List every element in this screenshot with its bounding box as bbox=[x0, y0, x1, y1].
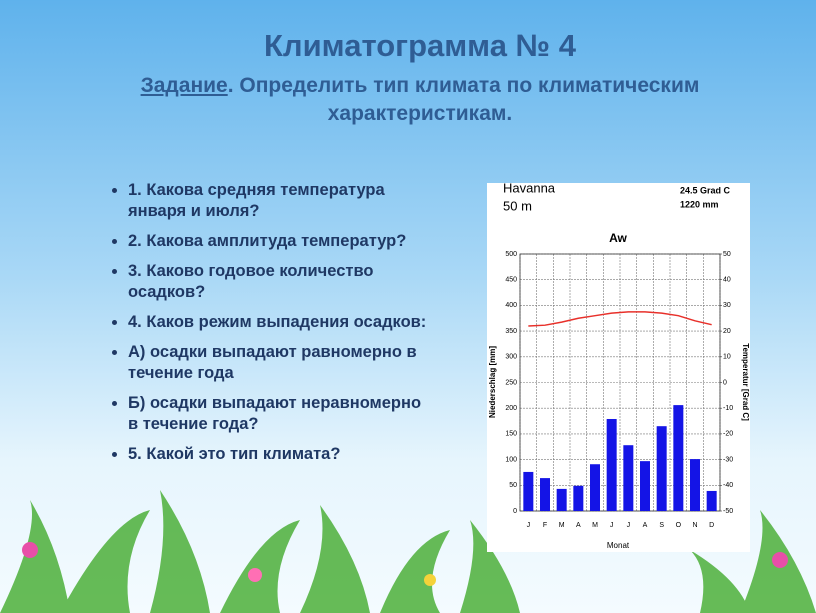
x-tick-label: J bbox=[627, 522, 631, 529]
climatogram: Havanna 50 m 24.5 Grad C 1220 mm Aw Mona… bbox=[487, 183, 750, 552]
mean-temperature: 24.5 Grad C bbox=[680, 185, 731, 195]
precipitation-bar bbox=[623, 445, 634, 511]
precipitation-bar bbox=[690, 459, 700, 511]
x-tick-label: M bbox=[559, 522, 565, 529]
x-tick-label: N bbox=[692, 522, 697, 529]
x-tick-label: A bbox=[576, 522, 581, 529]
y2-tick-label: -10 bbox=[723, 405, 733, 412]
y-tick-label: 100 bbox=[505, 456, 517, 463]
y-tick-label: 150 bbox=[505, 431, 517, 438]
question: А) осадки выпадают равномерно в течение … bbox=[128, 342, 428, 384]
x-tick-label: F bbox=[543, 522, 547, 529]
x-tick-label: J bbox=[527, 522, 531, 529]
precipitation-bar bbox=[540, 478, 550, 511]
y-axis-label: Niederschlag [mm] bbox=[488, 346, 497, 418]
x-tick-label: O bbox=[676, 522, 682, 529]
task-text: . Определить тип климата по климатически… bbox=[227, 74, 700, 125]
y-tick-label: 50 bbox=[509, 482, 517, 489]
precipitation-bar bbox=[640, 461, 650, 511]
precipitation-bar bbox=[706, 490, 717, 511]
question-list: 1. Какова средняя температура января и и… bbox=[108, 180, 428, 474]
y-tick-label: 450 bbox=[505, 277, 517, 284]
task: Задание. Определить тип климата по клима… bbox=[60, 72, 780, 128]
flower bbox=[772, 552, 788, 568]
y2-tick-label: -50 bbox=[723, 508, 733, 515]
precipitation-bar bbox=[523, 471, 534, 511]
question: 4. Каков режим выпадения осадков: bbox=[128, 312, 428, 333]
temperature-line bbox=[528, 311, 712, 327]
y2-tick-label: -30 bbox=[723, 456, 733, 463]
question: 5. Какой это тип климата? bbox=[128, 444, 428, 465]
y2-tick-label: -20 bbox=[723, 431, 733, 438]
y2-tick-label: 20 bbox=[723, 328, 731, 335]
question: Б) осадки выпадают неравномерно в течени… bbox=[128, 393, 428, 435]
y-tick-label: 500 bbox=[505, 251, 517, 258]
y2-tick-label: 40 bbox=[723, 277, 731, 284]
x-tick-label: J bbox=[610, 522, 614, 529]
question: 3. Каково годовое количество осадков? bbox=[128, 261, 428, 303]
flower bbox=[424, 574, 436, 586]
y2-tick-label: 50 bbox=[723, 251, 731, 258]
station: Havanna bbox=[503, 183, 556, 195]
precipitation-bar bbox=[606, 418, 617, 511]
y2-tick-label: -40 bbox=[723, 482, 733, 489]
y-tick-label: 400 bbox=[505, 302, 517, 309]
y2-axis-label: Temperatur [Grad C] bbox=[741, 343, 750, 421]
y-tick-label: 250 bbox=[505, 379, 517, 386]
chart-title: Aw bbox=[609, 231, 627, 245]
y2-tick-label: 10 bbox=[723, 354, 731, 361]
y2-tick-label: 0 bbox=[723, 379, 727, 386]
header: Климатограмма № 4 Задание. Определить ти… bbox=[60, 28, 780, 128]
y-tick-label: 350 bbox=[505, 328, 517, 335]
precipitation-bar bbox=[573, 485, 584, 511]
grass-decoration bbox=[0, 490, 816, 613]
task-label: Задание bbox=[140, 74, 228, 97]
x-tick-label: D bbox=[709, 522, 714, 529]
grass-blades bbox=[0, 490, 816, 613]
flower bbox=[22, 542, 38, 558]
question: 1. Какова средняя температура января и и… bbox=[128, 180, 428, 222]
title: Климатограмма № 4 bbox=[264, 28, 576, 63]
altitude: 50 m bbox=[503, 198, 532, 213]
flower bbox=[248, 568, 262, 582]
precipitation-bar bbox=[673, 405, 684, 511]
precipitation-bar bbox=[556, 488, 567, 511]
plot-frame bbox=[519, 253, 721, 512]
precipitation-bar bbox=[590, 464, 600, 511]
y-tick-label: 0 bbox=[513, 508, 517, 515]
y-tick-label: 200 bbox=[505, 405, 517, 412]
precipitation-bar bbox=[656, 426, 667, 511]
x-axis-label: Monat bbox=[607, 541, 630, 550]
x-tick-label: M bbox=[592, 522, 598, 529]
y2-tick-label: 30 bbox=[723, 302, 731, 309]
x-tick-label: A bbox=[643, 522, 648, 529]
annual-precipitation: 1220 mm bbox=[680, 199, 719, 209]
x-tick-label: S bbox=[659, 522, 664, 529]
y-tick-label: 300 bbox=[505, 354, 517, 361]
question: 2. Какова амплитуда температур? bbox=[128, 231, 428, 252]
